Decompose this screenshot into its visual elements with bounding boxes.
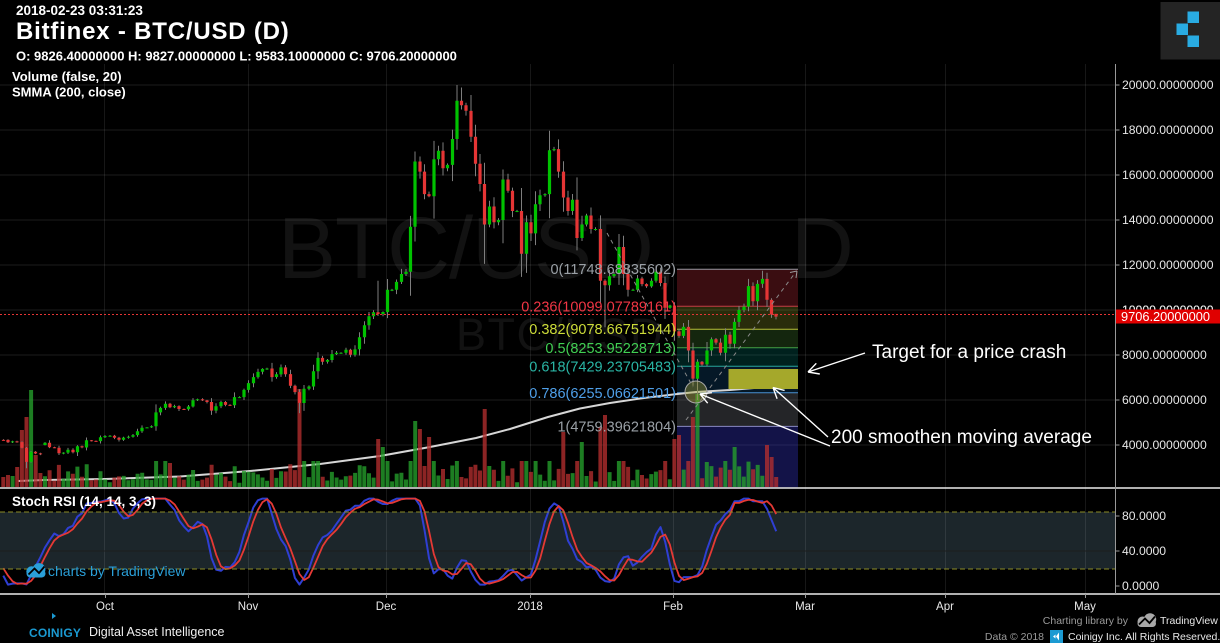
svg-text:14000.00000000: 14000.00000000 [1122,213,1214,227]
svg-text:Digital Asset Intelligence: Digital Asset Intelligence [89,625,225,639]
svg-text:0.786(6255.06621501): 0.786(6255.06621501) [529,386,676,402]
svg-text:COINIGY: COINIGY [29,626,81,640]
svg-text:Oct: Oct [96,601,115,613]
svg-text:D: D [791,200,854,297]
svg-text:8000.00000000: 8000.00000000 [1122,348,1207,362]
svg-text:BTC/USD,: BTC/USD, [278,200,676,297]
svg-text:Data © 2018: Data © 2018 [985,631,1044,643]
svg-text:40.0000: 40.0000 [1122,544,1166,558]
svg-text:Coinigy Inc. All Rights Reserv: Coinigy Inc. All Rights Reserved. [1068,631,1220,643]
svg-text:9706.20000000: 9706.20000000 [1121,309,1210,324]
svg-text:Stoch RSI (14, 14, 3, 3): Stoch RSI (14, 14, 3, 3) [12,494,156,509]
svg-text:4000.00000000: 4000.00000000 [1122,438,1207,452]
svg-text:Target for a price crash: Target for a price crash [872,342,1066,363]
svg-text:Charting library by: Charting library by [1043,615,1129,627]
svg-text:May: May [1074,601,1096,613]
svg-text:1(4759.39621804): 1(4759.39621804) [557,419,676,435]
svg-text:SMMA (200, close): SMMA (200, close) [12,85,126,100]
svg-text:O: 9826.40000000 H: 9827.00000: O: 9826.40000000 H: 9827.00000000 L: 958… [16,49,457,64]
svg-text:Volume (false, 20): Volume (false, 20) [12,69,122,84]
svg-text:20000.00000000: 20000.00000000 [1122,78,1214,92]
svg-text:Bitfinex - BTC/USD (D): Bitfinex - BTC/USD (D) [16,18,290,45]
svg-text:0(11748.68835602): 0(11748.68835602) [550,262,676,278]
svg-text:Apr: Apr [936,601,954,613]
svg-text:Mar: Mar [795,601,815,613]
svg-text:TradingView: TradingView [1160,615,1218,627]
svg-text:charts by TradingView: charts by TradingView [48,563,186,579]
svg-text:2018-02-23 03:31:23: 2018-02-23 03:31:23 [16,3,143,18]
svg-text:0.0000: 0.0000 [1122,579,1159,593]
svg-text:0.236(10099.07789161): 0.236(10099.07789161) [521,299,676,315]
svg-text:0.5(8253.95228713): 0.5(8253.95228713) [545,341,676,357]
svg-text:12000.00000000: 12000.00000000 [1122,258,1214,272]
svg-text:0.382(9078.66751944): 0.382(9078.66751944) [529,322,676,338]
svg-text:200 smoothen moving average: 200 smoothen moving average [831,427,1092,448]
svg-text:16000.00000000: 16000.00000000 [1122,168,1214,182]
svg-text:80.0000: 80.0000 [1122,509,1166,523]
svg-text:2018: 2018 [517,601,543,613]
svg-text:Nov: Nov [238,601,259,613]
svg-text:Dec: Dec [376,601,397,613]
svg-text:6000.00000000: 6000.00000000 [1122,393,1207,407]
svg-text:BTC/USD: BTC/USD [456,309,664,360]
svg-text:Feb: Feb [663,601,683,613]
svg-text:0.618(7429.23705483): 0.618(7429.23705483) [529,359,676,375]
svg-text:18000.00000000: 18000.00000000 [1122,123,1214,137]
